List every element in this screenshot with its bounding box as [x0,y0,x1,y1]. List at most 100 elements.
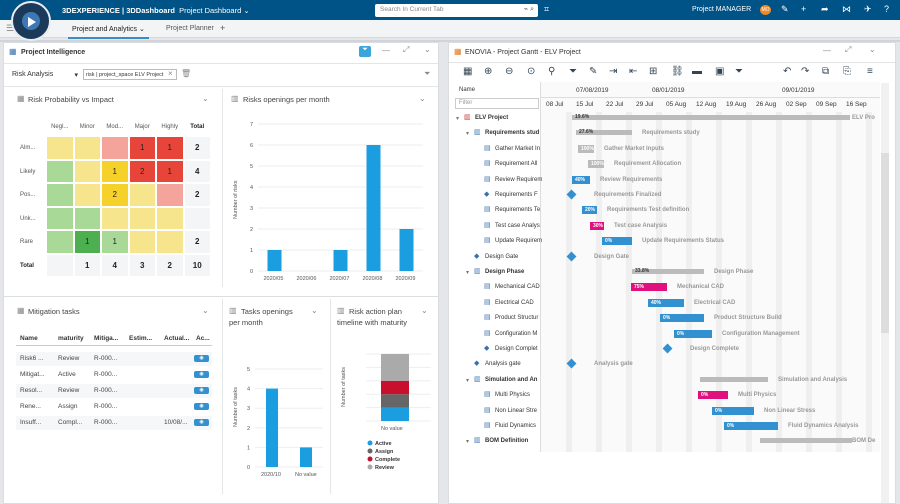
matrix-cell[interactable] [47,184,73,206]
funnel-icon[interactable]: ⏷ [735,66,743,77]
chevron-down-icon[interactable]: ⌄ [202,306,209,315]
view-action-button[interactable]: ◉ [194,355,209,362]
menu-icon[interactable]: ☰ [6,23,15,33]
redo-icon[interactable]: ↷ [801,66,810,77]
share-icon[interactable]: ➦ [821,4,829,14]
filter-icon[interactable]: ⏷ [359,46,371,57]
add-icon[interactable]: + [801,4,807,14]
insert-icon[interactable]: ⊞ [649,66,658,77]
matrix-cell[interactable]: 1 [157,160,183,182]
table-header[interactable]: Estim... [129,335,153,342]
matrix-cell[interactable]: 2 [184,184,210,206]
link-icon[interactable]: ⛓ [671,66,684,77]
matrix-cell[interactable] [129,184,155,206]
task-name[interactable]: Design Gate [485,253,519,260]
task-name[interactable]: Test case Analys [495,222,540,229]
calendar-icon[interactable]: ▣ [715,66,725,77]
gantt-bar[interactable] [576,130,632,136]
matrix-cell[interactable] [47,207,73,229]
gantt-bar[interactable] [698,391,728,400]
matrix-cell[interactable] [129,207,155,229]
analysis-dropdown[interactable]: Risk Analysis ▾ [12,69,82,81]
view-action-button[interactable]: ◉ [194,387,209,394]
paste-icon[interactable]: ⎘ [843,66,851,77]
task-name[interactable]: Non Linear Stre [495,407,538,414]
table-row[interactable] [16,416,212,430]
tab-project-analytics[interactable]: Project and Analytics ⌄ [68,25,149,39]
gantt-bar[interactable] [572,115,850,120]
funnel-icon[interactable]: ⏷ [424,69,431,78]
matrix-cell[interactable] [74,184,100,206]
matrix-cell[interactable] [157,184,183,206]
tag-icon[interactable]: ⌗ [544,4,550,14]
matrix-cell[interactable] [102,137,128,159]
chevron-down-icon[interactable]: ⌄ [424,45,431,54]
expand-toggle-icon[interactable]: ▾ [466,439,470,446]
gantt-bar[interactable] [602,237,632,246]
trash-icon[interactable]: 🗑 [181,69,192,78]
task-name[interactable]: Analysis gate [485,361,521,368]
matrix-cell[interactable]: 2 [129,160,155,182]
gantt-bar[interactable] [588,160,604,169]
matrix-cell[interactable]: 2 [157,254,183,276]
task-name[interactable]: Configuration M [495,330,538,337]
task-name[interactable]: Update Requirem [495,238,543,245]
matrix-cell[interactable] [74,137,100,159]
gantt-bar[interactable] [631,283,667,292]
gantt-bar[interactable] [674,329,712,338]
chevron-down-icon[interactable]: ⌄ [421,306,428,315]
table-header[interactable]: Ac... [196,335,210,342]
task-name[interactable]: Multi Physics [495,392,531,399]
outdent-icon[interactable]: ⇤ [629,66,638,77]
chevron-down-icon[interactable]: ⌄ [869,45,876,54]
matrix-cell[interactable] [184,207,210,229]
table-header[interactable]: Name [20,335,38,342]
compass-logo-icon[interactable] [11,1,51,41]
matrix-cell[interactable] [157,231,183,253]
task-name[interactable]: Design Phase [485,269,525,275]
table-header[interactable]: Actual... [164,335,190,342]
search-input[interactable]: Search In Current Tab ⌁ ⌕ [375,4,538,17]
task-name[interactable]: BOM Definition [485,438,529,445]
chevron-down-icon[interactable]: ⌄ [138,26,145,33]
gantt-filter-input[interactable]: Filter [455,98,539,109]
matrix-cell[interactable]: 2 [102,184,128,206]
app-title[interactable]: 3DEXPERIENCE | 3DDashboard Project Dashb… [62,6,250,15]
matrix-cell[interactable] [157,207,183,229]
matrix-cell[interactable]: 1 [157,137,183,159]
matrix-cell[interactable]: 1 [102,231,128,253]
minimize-icon[interactable]: — [823,46,831,55]
gantt-bar[interactable] [760,438,852,444]
expand-toggle-icon[interactable]: ▾ [466,270,470,276]
matrix-cell[interactable]: 2 [184,137,210,159]
chevron-down-icon[interactable]: ⌄ [311,306,318,315]
zoom-fit-icon[interactable]: ⊙ [527,66,536,77]
expand-toggle-icon[interactable]: ▾ [466,377,470,384]
matrix-cell[interactable] [74,160,100,182]
gantt-bar[interactable] [660,314,704,323]
task-name[interactable]: Product Structur [495,315,539,322]
table-row[interactable] [16,384,212,398]
communities-icon[interactable]: ✈ [864,4,872,14]
print-icon[interactable]: ▬ [692,66,702,77]
gantt-bar[interactable] [724,422,778,430]
matrix-cell[interactable] [47,254,73,276]
task-name[interactable]: Simulation and An [485,376,538,383]
task-name[interactable]: Requirements F [495,192,538,198]
tag-filter-icon[interactable]: ⌁ [523,6,529,13]
table-row[interactable] [16,352,212,366]
task-name[interactable]: Review Requirem [495,176,543,183]
expand-icon[interactable]: ⤢ [845,45,852,54]
comment-icon[interactable]: ✎ [781,4,789,14]
view-action-button[interactable]: ◉ [194,371,209,378]
expand-toggle-icon[interactable]: ▾ [456,116,460,122]
task-name[interactable]: Gather Market In [495,145,541,152]
table-header[interactable]: Mitiga... [94,335,119,342]
user-role[interactable]: Project MANAGER [692,6,752,13]
chevron-down-icon[interactable]: ⌄ [419,94,426,103]
vertical-scrollbar[interactable] [881,83,889,503]
matrix-cell[interactable]: 4 [184,160,210,182]
matrix-cell[interactable] [74,207,100,229]
gantt-bar[interactable] [648,298,684,307]
matrix-cell[interactable]: 4 [102,254,128,276]
